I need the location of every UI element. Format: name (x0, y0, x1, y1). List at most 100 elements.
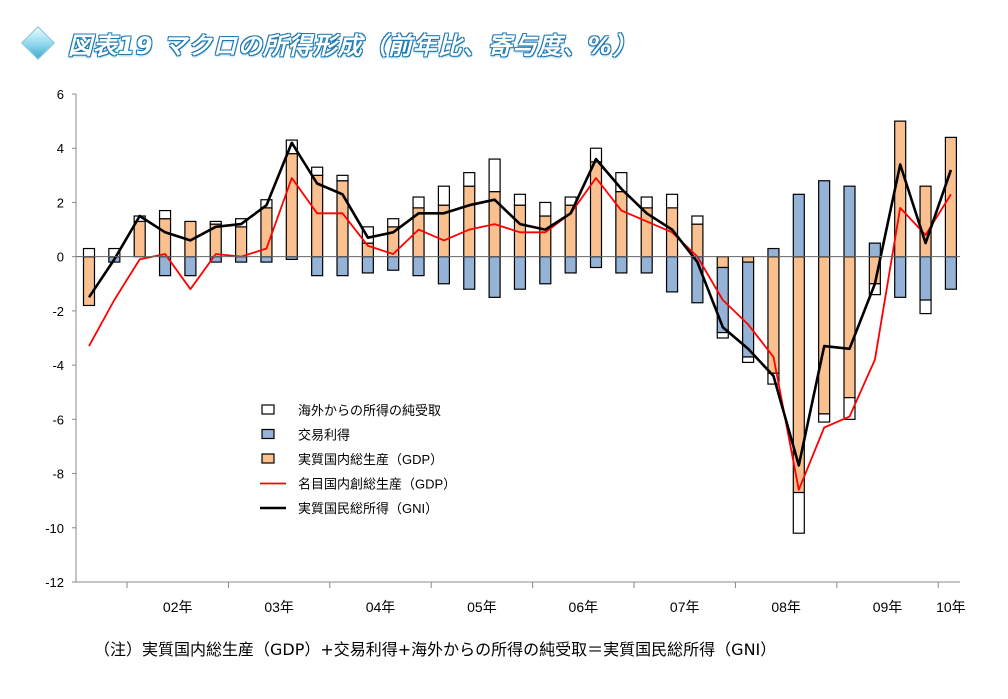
chart-title-banner: 図表19 マクロの所得形成（前年比、寄与度、%） (18, 22, 638, 64)
bar-segment (82, 256, 96, 307)
bar-segment (260, 256, 273, 263)
y-tick-label: 2 (57, 195, 64, 210)
bar-segment (818, 413, 831, 423)
chart-title: 図表19 マクロの所得形成（前年比、寄与度、%） (68, 31, 638, 60)
bar-segment (741, 356, 755, 364)
bar-segment (894, 256, 907, 298)
legend-label: 実質国民総所得（GNI） (298, 501, 438, 516)
bar-segment (868, 242, 881, 258)
legend-label: 名目国内創総生産（GDP） (298, 477, 456, 492)
x-tick-label: 09年 (873, 599, 903, 615)
bar-segment (488, 158, 501, 193)
legend-swatch (261, 404, 275, 415)
bar-segment (209, 220, 222, 225)
bar-segment (716, 256, 729, 269)
bar-segment (589, 161, 603, 258)
bar-segment (741, 256, 755, 263)
bar-segment (589, 256, 603, 269)
y-tick-label: 0 (57, 250, 64, 265)
y-tick-label: -10 (45, 521, 64, 536)
bar-segment (691, 215, 704, 225)
x-tick-label: 10年 (936, 599, 966, 615)
legend-swatch (261, 453, 275, 464)
bar-segment (716, 331, 729, 339)
bar-segment (311, 256, 324, 277)
bar-segment (539, 256, 552, 285)
bar-segment (818, 256, 831, 415)
bar-segment (488, 256, 501, 298)
bar-segment (361, 256, 374, 274)
bar-segment (741, 261, 755, 358)
bar-segment (463, 185, 476, 258)
bar-segment (513, 256, 527, 290)
y-tick-label: -6 (52, 412, 64, 427)
bar-segment (615, 256, 628, 274)
bar-segment (640, 256, 653, 274)
bar-layer (82, 120, 958, 534)
bar-segment (311, 174, 324, 258)
bar-segment (843, 185, 856, 258)
bar-segment (387, 218, 400, 228)
line-layer (87, 141, 953, 491)
bar-segment (843, 397, 856, 420)
bar-segment (944, 136, 958, 258)
bar-segment (285, 139, 298, 155)
bar-segment (412, 256, 425, 277)
bar-segment (665, 256, 679, 293)
x-tick-label: 06年 (569, 599, 599, 615)
bar-segment (919, 256, 932, 301)
legend-swatch (261, 428, 275, 440)
bar-segment (767, 247, 780, 258)
bar-segment (336, 174, 349, 182)
bar-segment (792, 491, 805, 534)
bar-segment (539, 215, 552, 258)
nominal-gdp-line (88, 177, 952, 491)
footnote: （注）実質国内総生産（GDP）+交易利得+海外からの所得の純受取＝実質国民総所得… (94, 640, 777, 659)
bar-segment (158, 218, 172, 258)
x-tick-label: 04年 (366, 599, 396, 615)
bar-segment (539, 201, 552, 217)
x-tick-label: 07年 (670, 599, 700, 615)
y-tick-label: 6 (57, 87, 64, 102)
bar-segment (133, 220, 146, 258)
bar-segment (513, 193, 527, 206)
y-tick-label: -8 (52, 467, 64, 482)
bar-segment (311, 166, 324, 176)
real-gni-line (87, 141, 953, 467)
bar-segment (437, 185, 450, 206)
y-tick-label: 4 (57, 141, 64, 156)
x-tick-label: 05年 (467, 599, 497, 615)
x-tick-label: 02年 (163, 599, 193, 615)
x-tick-label: 03年 (264, 599, 294, 615)
bar-segment (665, 193, 679, 209)
bar-segment (336, 256, 349, 277)
legend-label: 海外からの所得の純受取 (298, 403, 441, 418)
bar-segment (640, 196, 653, 209)
bar-segment (792, 256, 805, 494)
legend-label: 交易利得 (298, 428, 350, 443)
bar-segment (792, 193, 805, 258)
bar-segment (843, 256, 856, 399)
bar-segment (361, 226, 374, 244)
bar-segment (437, 256, 450, 285)
bar-segment (615, 191, 628, 258)
x-tick-label: 08年 (771, 599, 801, 615)
bar-segment (944, 256, 958, 290)
chart: 6 4 2 0 -2 -4 -6 -8 -10 -12 02年 03年 04年 05年 06年 07年 08年 0… (45, 87, 966, 615)
legend-label: 実質国内総生産（GDP） (298, 452, 443, 467)
bar-segment (158, 209, 172, 220)
y-tick-label: -2 (52, 304, 64, 319)
y-tick-label: -12 (45, 575, 64, 590)
bar-segment (919, 299, 932, 315)
bar-segment (564, 256, 577, 274)
bar-segment (412, 196, 425, 209)
bar-segment (463, 172, 476, 187)
bar-segment (387, 256, 400, 271)
bar-segment (235, 226, 248, 258)
bar-segment (818, 180, 831, 258)
bar-segment (184, 256, 197, 277)
bar-segment (919, 185, 932, 258)
bar-segment (82, 247, 96, 258)
y-tick-label: -4 (52, 358, 64, 373)
